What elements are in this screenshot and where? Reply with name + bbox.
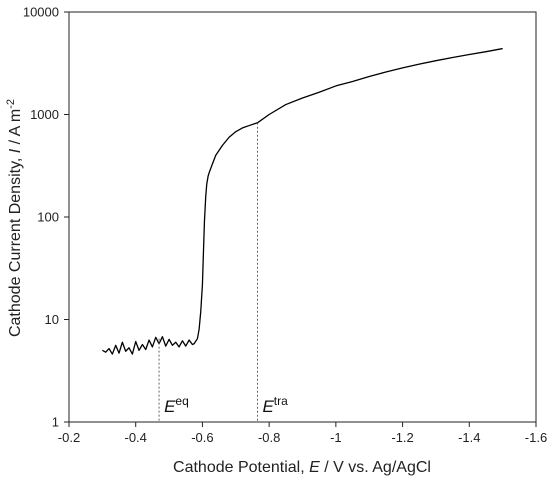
x-tick-label: -1.2 [391, 430, 413, 445]
annotation-layer: Eeq Etra [158, 122, 288, 422]
x-tick-label: -0.2 [58, 430, 80, 445]
axis-layer: -0.2 -0.4 -0.6 -0.8 -1 -1.2 -1.4 -1.6 1 10 100 1000… [23, 5, 547, 446]
y-tick-label: 1 [52, 415, 59, 430]
x-tick-label: -0.8 [258, 430, 280, 445]
x-tick-label: -1.6 [525, 430, 547, 445]
plot-frame [68, 11, 537, 423]
plot-area [68, 11, 537, 423]
y-tick-label: 100 [37, 210, 59, 225]
y-tick-label: 10 [45, 312, 59, 327]
x-tick-label: -0.4 [125, 430, 147, 445]
series-layer [102, 47, 503, 355]
potential-marker-label: Etra [262, 394, 288, 416]
y-tick-label: 10000 [23, 5, 59, 20]
x-tick-label: -0.6 [191, 430, 213, 445]
potential-marker-label: Eeq [164, 394, 189, 416]
y-axis-title: Cathode Current Density, I / A m-2 [5, 99, 24, 337]
x-tick-label: -1.4 [458, 430, 480, 445]
series-line [102, 47, 503, 355]
x-axis-title: Cathode Potential, E / V vs. Ag/AgCl [173, 459, 431, 476]
y-tick-label: 1000 [30, 107, 59, 122]
x-tick-label: -1 [330, 430, 342, 445]
